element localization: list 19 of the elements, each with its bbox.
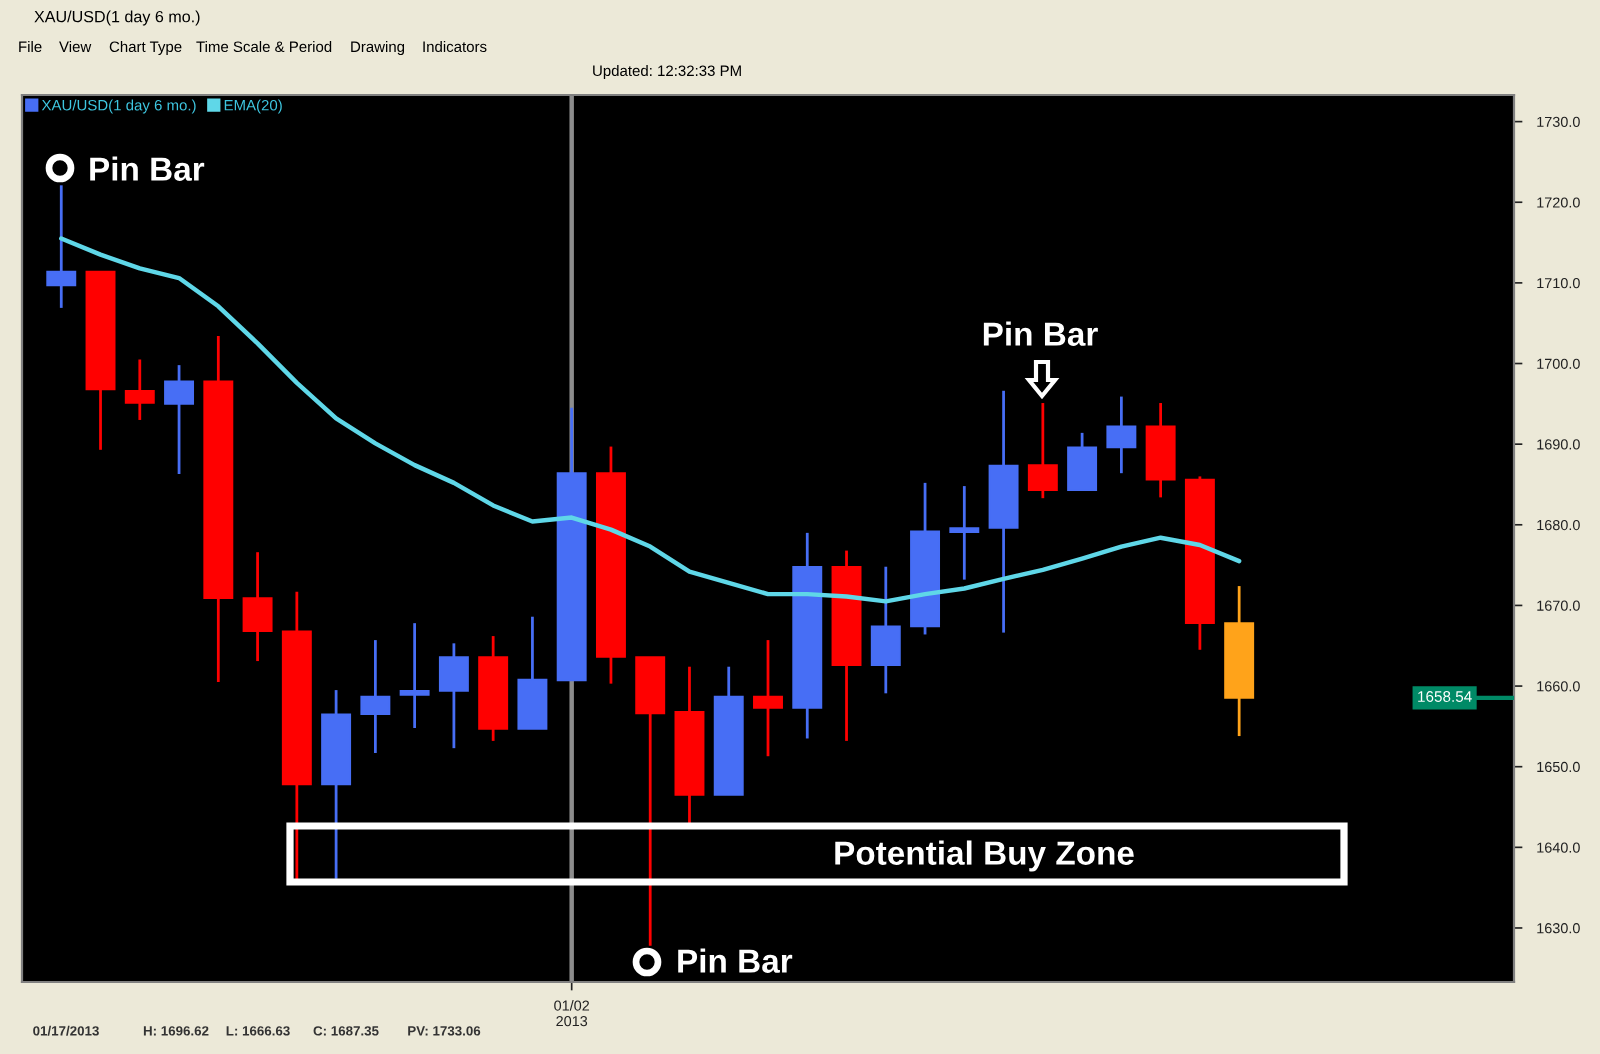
candlestick	[46, 183, 77, 310]
line-series	[59, 236, 1242, 604]
candlestick	[164, 363, 195, 476]
candlestick	[1067, 431, 1098, 492]
annotation: Pin Bar	[678, 948, 793, 973]
candlestick	[949, 484, 980, 582]
candlestick	[242, 550, 273, 663]
annotation: Potential Buy Zone	[835, 840, 1134, 872]
candlestick	[870, 565, 901, 695]
candlestick	[438, 641, 469, 750]
candlestick	[1106, 395, 1137, 475]
candlestick	[1027, 401, 1058, 500]
candlestick	[124, 358, 155, 422]
candlestick	[753, 638, 783, 758]
annotation: Pin Bar	[983, 321, 1098, 346]
candlestick	[360, 638, 391, 755]
chart-title: XAU/USD(1 day 6 mo.)	[34, 10, 200, 26]
candlestick	[399, 621, 430, 730]
annotation: Pin Bar	[90, 156, 205, 181]
